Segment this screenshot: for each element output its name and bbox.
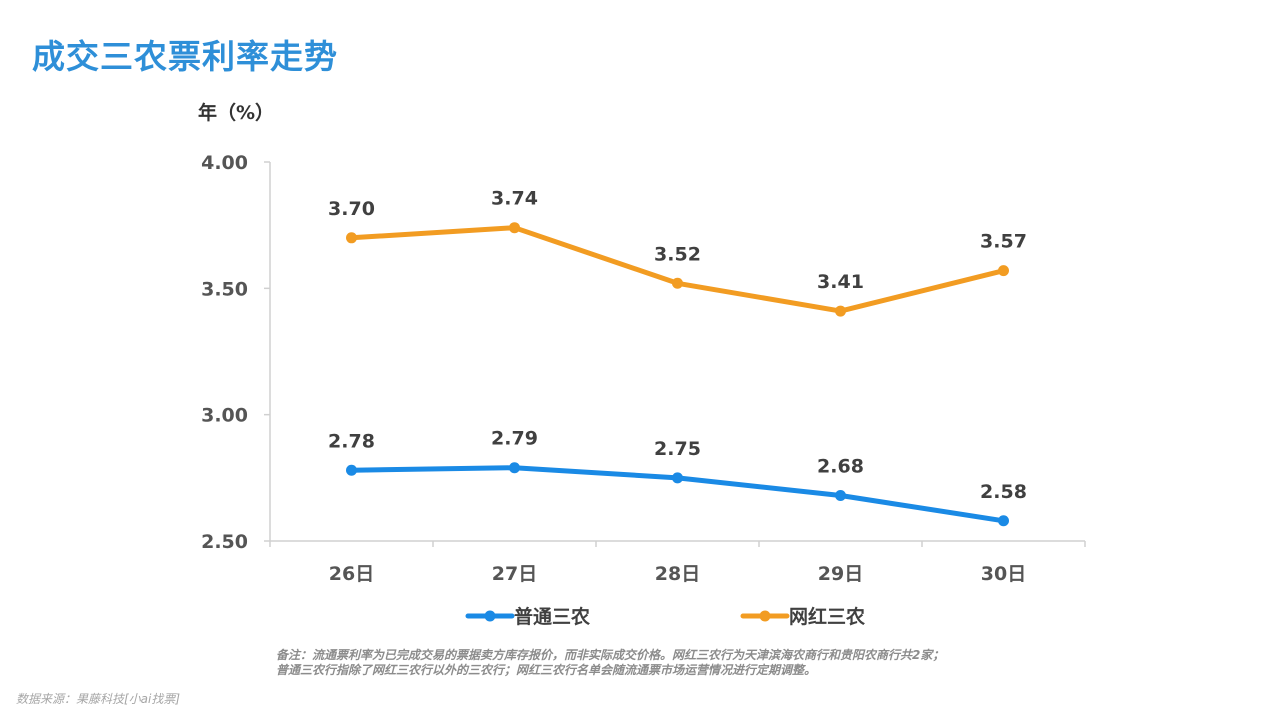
data-point bbox=[998, 515, 1009, 527]
data-point bbox=[998, 265, 1009, 277]
legend-label: 网红三农 bbox=[789, 605, 865, 628]
data-point bbox=[835, 305, 846, 317]
page-title: 成交三农票利率走势 bbox=[32, 37, 338, 76]
legend-marker bbox=[759, 610, 771, 622]
data-label: 2.68 bbox=[817, 456, 864, 478]
data-label: 3.41 bbox=[817, 271, 864, 293]
data-label: 2.75 bbox=[654, 438, 701, 460]
data-label: 3.74 bbox=[491, 188, 538, 210]
footnote: 备注：流通票利率为已完成交易的票据卖方库存报价，而非实际成交价格。网红三农行为天… bbox=[276, 648, 944, 678]
y-tick-label: 3.50 bbox=[201, 278, 248, 300]
data-label: 3.57 bbox=[980, 231, 1027, 253]
legend-marker bbox=[484, 610, 496, 622]
footnote-line-1: 备注：流通票利率为已完成交易的票据卖方库存报价，而非实际成交价格。网红三农行为天… bbox=[276, 648, 945, 662]
data-label: 3.70 bbox=[328, 198, 375, 220]
data-point bbox=[346, 464, 357, 476]
series-line bbox=[349, 225, 1006, 314]
data-label: 2.58 bbox=[980, 481, 1027, 503]
legend-label: 普通三农 bbox=[514, 605, 590, 628]
data-point bbox=[509, 222, 520, 234]
data-label: 2.78 bbox=[328, 430, 375, 452]
data-label: 3.52 bbox=[654, 243, 701, 265]
data-point bbox=[672, 472, 683, 484]
y-tick-label: 2.50 bbox=[201, 531, 248, 553]
y-tick-label: 3.00 bbox=[201, 405, 248, 427]
x-tick-label: 26日 bbox=[329, 563, 374, 585]
data-point bbox=[509, 462, 520, 474]
x-tick-label: 29日 bbox=[818, 563, 863, 585]
y-axis-label: 年（%） bbox=[198, 101, 274, 124]
x-tick-label: 28日 bbox=[655, 563, 700, 585]
data-point bbox=[672, 277, 683, 289]
x-tick-label: 30日 bbox=[981, 563, 1026, 585]
x-tick-label: 27日 bbox=[492, 563, 537, 585]
y-tick-label: 4.00 bbox=[201, 152, 248, 174]
data-label: 2.79 bbox=[491, 428, 538, 450]
data-source: 数据来源：果藤科技[小ai找票] bbox=[16, 692, 181, 706]
data-point bbox=[835, 490, 846, 502]
data-point bbox=[346, 232, 357, 244]
footnote-line-2: 普通三农行指除了网红三农行以外的三农行；网红三农行名单会随流通票市场运营情况进行… bbox=[276, 663, 817, 677]
